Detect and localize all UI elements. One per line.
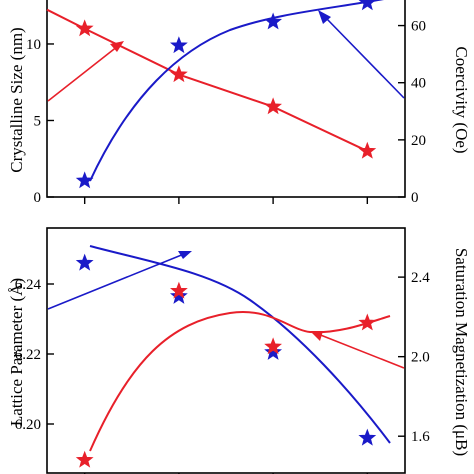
- top-right-tick-label: 20: [411, 133, 426, 149]
- bottom-blue-arrow: [47, 251, 192, 310]
- bottom-series0-star-marker: [264, 342, 282, 360]
- top-series1-star-marker: [358, 0, 376, 11]
- bottom-series0-star-marker: [75, 253, 94, 271]
- top-panel: 0 5 10 0 20 40 60 Crystalline Size (nm) Coerc…: [7, 0, 471, 206]
- bottom-left-tick-label: 6.20: [15, 417, 41, 433]
- top-series0-star-marker: [75, 19, 94, 37]
- bottom-panel: 6.20 6.22 6.24 1.6 2.0 2.4 Lattice Parameter…: [7, 227, 471, 474]
- top-left-tick-label: 5: [34, 113, 42, 129]
- top-plot-frame: [46, 0, 406, 198]
- bottom-right-tick-label: 1.6: [411, 429, 430, 445]
- top-right-tick-label: 40: [411, 76, 426, 92]
- top-red-arrow: [47, 41, 124, 102]
- bottom-series0-star-marker: [358, 428, 377, 446]
- bottom-left-axis-label: Lattice Parameter (Å): [7, 278, 26, 426]
- top-series0-star-marker: [358, 141, 377, 159]
- top-red-fit-line: [46, 8, 368, 152]
- top-blue-arrow: [318, 10, 405, 99]
- bottom-series1-star-marker: [170, 281, 188, 299]
- top-x-ticks: [83, 197, 369, 204]
- top-series1-star-marker: [75, 171, 94, 189]
- top-right-axis-label: Coercivity (Oe): [452, 46, 471, 153]
- bottom-right-axis-label: Saturation Magnetization (μB): [452, 248, 471, 456]
- bottom-plot-frame: [46, 227, 406, 474]
- bottom-series0-star-marker: [170, 286, 188, 304]
- bottom-series1-star-marker: [358, 313, 377, 331]
- top-right-tick-label: 0: [411, 190, 419, 206]
- bottom-red-fit-line: [89, 311, 391, 452]
- bottom-series1-star-marker: [264, 337, 282, 355]
- bottom-left-tick-label: 6.24: [15, 277, 42, 293]
- bottom-left-tick-label: 6.22: [15, 347, 41, 363]
- top-left-axis-label: Crystalline Size (nm): [7, 27, 26, 172]
- top-left-ticks: 0 5 10: [26, 37, 54, 206]
- bottom-right-tick-label: 2.4: [411, 270, 430, 286]
- top-right-ticks: 0 20 40 60: [398, 19, 426, 206]
- bottom-left-ticks: 6.20 6.22 6.24: [15, 277, 54, 433]
- top-blue-fit-line: [89, 0, 385, 182]
- bottom-right-tick-label: 2.0: [411, 350, 430, 366]
- top-series0-star-marker: [264, 97, 282, 115]
- top-series0-star-marker: [170, 65, 188, 83]
- top-series1-star-marker: [264, 12, 282, 30]
- bottom-right-ticks: 1.6 2.0 2.4: [398, 270, 430, 445]
- top-left-tick-label: 0: [34, 190, 42, 206]
- bottom-red-arrow: [310, 331, 405, 369]
- bottom-blue-fit-line: [89, 245, 391, 444]
- bottom-markers: [75, 253, 377, 468]
- bottom-series1-star-marker: [75, 450, 94, 468]
- top-series1-star-marker: [170, 36, 188, 54]
- top-left-tick-label: 10: [26, 37, 41, 53]
- top-right-tick-label: 60: [411, 19, 426, 35]
- top-markers: [75, 0, 377, 189]
